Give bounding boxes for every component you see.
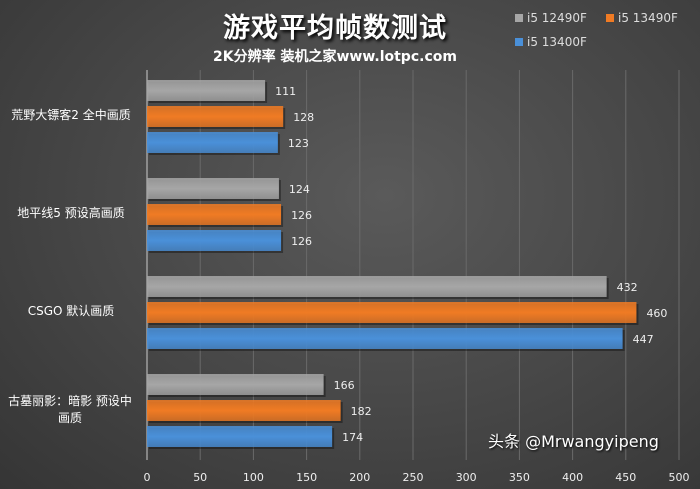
bar bbox=[147, 132, 278, 153]
bar bbox=[147, 276, 607, 297]
bar bbox=[147, 374, 324, 395]
data-label: 126 bbox=[291, 209, 312, 222]
data-label: 166 bbox=[334, 379, 355, 392]
x-tick-label: 50 bbox=[193, 471, 207, 484]
data-label: 447 bbox=[633, 333, 654, 346]
data-label: 124 bbox=[289, 183, 310, 196]
bar bbox=[147, 106, 284, 127]
data-label: 182 bbox=[351, 405, 372, 418]
legend-swatch bbox=[515, 14, 523, 22]
x-tick-label: 300 bbox=[456, 471, 477, 484]
category-label: CSGO 默认画质 bbox=[27, 304, 115, 318]
x-tick-label: 0 bbox=[144, 471, 151, 484]
category-label: 地平线5 预设高画质 bbox=[17, 206, 125, 220]
x-tick-label: 200 bbox=[349, 471, 370, 484]
bar bbox=[147, 426, 333, 447]
bar bbox=[147, 204, 282, 225]
data-label: 432 bbox=[617, 281, 638, 294]
legend-label: i5 13400F bbox=[527, 35, 587, 49]
x-tick-label: 250 bbox=[403, 471, 424, 484]
data-label: 111 bbox=[275, 85, 296, 98]
bar bbox=[147, 400, 341, 421]
chart-subtitle: 2K分辨率 装机之家www.lotpc.com bbox=[213, 49, 457, 65]
legend-swatch bbox=[515, 38, 523, 46]
x-tick-label: 450 bbox=[615, 471, 636, 484]
legend-item-0: i5 12490F bbox=[515, 11, 587, 25]
x-tick-label: 150 bbox=[296, 471, 317, 484]
category-label: 荒野大镖客2 全中画质 bbox=[11, 108, 131, 122]
legend-label: i5 12490F bbox=[527, 11, 587, 25]
category-label: 古墓丽影：暗影 预设中画质 bbox=[8, 394, 132, 425]
data-label: 128 bbox=[293, 111, 314, 124]
data-label: 174 bbox=[342, 431, 363, 444]
x-tick-label: 500 bbox=[669, 471, 690, 484]
bar bbox=[147, 328, 623, 349]
x-tick-label: 400 bbox=[562, 471, 583, 484]
legend-item-1: i5 13490F bbox=[606, 11, 678, 25]
legend-label: i5 13490F bbox=[618, 11, 678, 25]
watermark: 头条 @Mrwangyipeng bbox=[488, 432, 659, 451]
legend-item-2: i5 13400F bbox=[515, 35, 587, 49]
bar bbox=[147, 230, 282, 251]
data-label: 460 bbox=[646, 307, 667, 320]
bar bbox=[147, 302, 637, 323]
x-tick-label: 100 bbox=[243, 471, 264, 484]
data-label: 123 bbox=[288, 137, 309, 150]
legend-swatch bbox=[606, 14, 614, 22]
bar bbox=[147, 178, 279, 199]
x-tick-label: 350 bbox=[509, 471, 530, 484]
bar bbox=[147, 80, 266, 101]
chart-title: 游戏平均帧数测试 bbox=[223, 13, 447, 44]
data-label: 126 bbox=[291, 235, 312, 248]
